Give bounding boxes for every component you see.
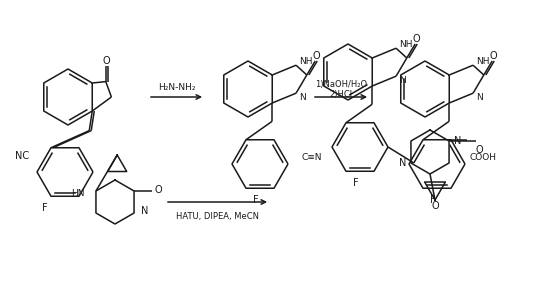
Text: O: O [413,34,420,44]
Text: 1)NaOH/H₂O: 1)NaOH/H₂O [315,80,367,89]
Text: F: F [430,195,436,205]
Text: NH: NH [399,40,413,49]
Text: O: O [489,51,497,61]
Text: NH: NH [299,57,312,66]
Text: HN: HN [71,189,85,198]
Text: O: O [475,145,483,155]
Text: F: F [42,203,48,213]
Text: O: O [312,51,320,61]
Text: O: O [431,201,439,211]
Text: C≡N: C≡N [301,153,321,162]
Text: F: F [353,178,359,188]
Text: N: N [454,136,461,146]
Text: H₂N-NH₂: H₂N-NH₂ [158,83,195,91]
Text: N: N [141,206,148,216]
Text: N: N [299,93,306,102]
Text: N: N [399,158,406,168]
Text: N: N [476,93,483,102]
Text: O: O [103,56,111,66]
Text: NH: NH [476,57,489,66]
Text: COOH: COOH [470,153,497,162]
Text: HATU, DIPEA, MeCN: HATU, DIPEA, MeCN [176,212,259,221]
Text: F: F [253,195,259,205]
Text: N: N [399,76,406,85]
Text: O: O [154,185,162,195]
Text: NC: NC [15,151,29,161]
Text: 2)HCl: 2)HCl [330,89,353,98]
